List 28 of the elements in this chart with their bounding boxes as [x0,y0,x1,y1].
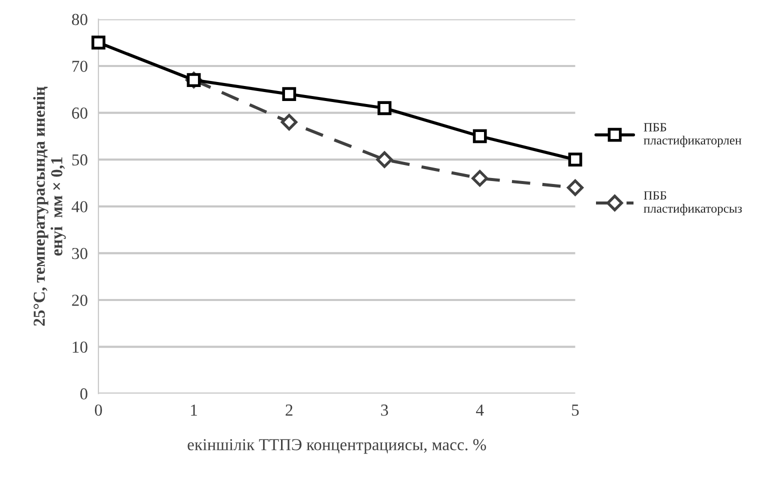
x-tick-label: 4 [476,404,484,416]
x-axis-title: екіншілік ТТПЭ концентрациясы, масс. % [188,439,486,454]
point [378,101,392,116]
y-tick-label: 10 [72,342,88,353]
x-tick-label: 5 [572,404,579,416]
legend-label: ПББ пластификаторсыз [644,191,742,216]
point [280,114,298,130]
legend-label: ПББ пластификаторлен [644,123,742,148]
point [472,170,488,187]
y-tick-label: 40 [72,201,88,212]
y-tick-label: 70 [72,60,88,72]
point [282,87,296,102]
point [376,151,393,168]
x-tick-label: 1 [191,404,197,416]
y-tick-label: 20 [72,294,88,306]
y-tick-label: 0 [80,388,88,400]
y-tick-label: 30 [72,248,88,260]
x-tick-label: 2 [286,404,292,416]
point [566,179,584,196]
y-tick-label: 80 [72,14,88,26]
y-axis-title: 25°C, температурасында иненің енуі мм × 0,1 [33,86,66,326]
x-tick-label: 0 [94,404,102,416]
point [91,36,106,50]
point [568,152,582,167]
y-tick-label: 60 [72,108,88,119]
point [472,129,487,144]
x-tick-label: 3 [381,404,388,416]
y-tick-label: 50 [72,154,88,166]
